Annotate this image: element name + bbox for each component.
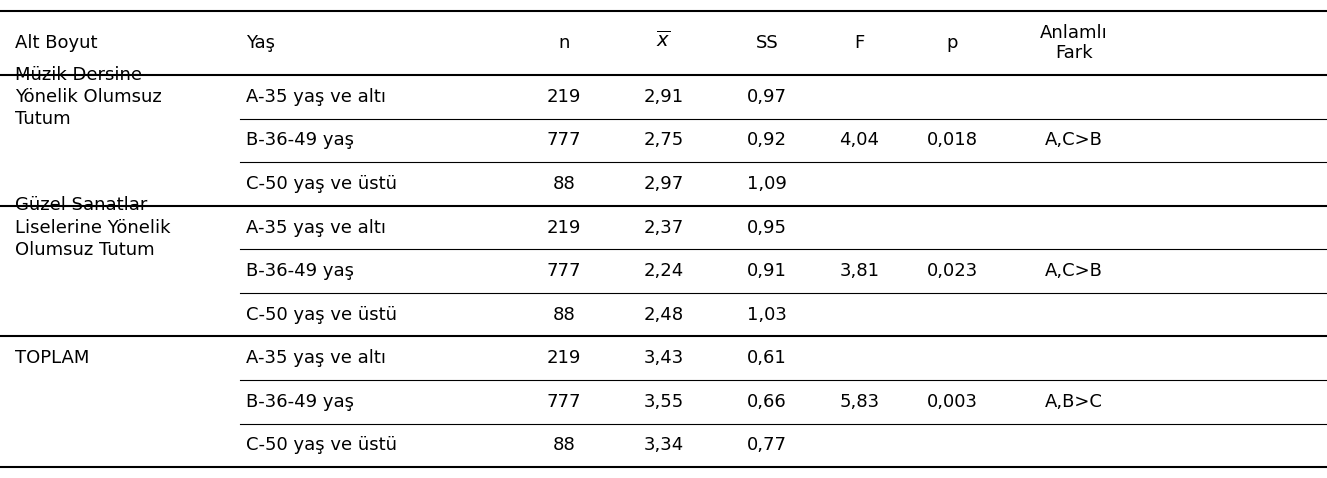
Text: 2,48: 2,48 <box>644 305 683 324</box>
Text: 0,95: 0,95 <box>747 218 787 237</box>
Text: Anlamlı
Fark: Anlamlı Fark <box>1040 23 1108 62</box>
Text: B-36-49 yaş: B-36-49 yaş <box>247 393 354 411</box>
Text: A,C>B: A,C>B <box>1046 262 1103 280</box>
Text: C-50 yaş ve üstü: C-50 yaş ve üstü <box>247 436 397 454</box>
Text: 0,92: 0,92 <box>747 131 787 150</box>
Text: 2,91: 2,91 <box>644 88 683 106</box>
Text: 0,91: 0,91 <box>747 262 787 280</box>
Text: 0,66: 0,66 <box>747 393 787 411</box>
Text: 5,83: 5,83 <box>840 393 880 411</box>
Text: 88: 88 <box>553 436 576 454</box>
Text: 1,09: 1,09 <box>747 175 787 193</box>
Text: 3,34: 3,34 <box>644 436 683 454</box>
Text: A,C>B: A,C>B <box>1046 131 1103 150</box>
Text: 0,97: 0,97 <box>747 88 787 106</box>
Text: A-35 yaş ve altı: A-35 yaş ve altı <box>247 349 386 367</box>
Text: 2,24: 2,24 <box>644 262 683 280</box>
Text: SS: SS <box>755 34 778 52</box>
Text: 3,81: 3,81 <box>840 262 880 280</box>
Text: p: p <box>946 34 958 52</box>
Text: C-50 yaş ve üstü: C-50 yaş ve üstü <box>247 175 397 193</box>
Text: 0,77: 0,77 <box>747 436 787 454</box>
Text: 0,018: 0,018 <box>926 131 978 150</box>
Text: 777: 777 <box>547 393 581 411</box>
Text: Yaş: Yaş <box>247 34 276 52</box>
Text: F: F <box>855 34 865 52</box>
Text: Güzel Sanatlar
Liselerine Yönelik
Olumsuz Tutum: Güzel Sanatlar Liselerine Yönelik Olumsu… <box>15 196 170 259</box>
Text: 0,023: 0,023 <box>926 262 978 280</box>
Text: C-50 yaş ve üstü: C-50 yaş ve üstü <box>247 305 397 324</box>
Text: 2,97: 2,97 <box>644 175 683 193</box>
Text: 219: 219 <box>547 349 581 367</box>
Text: TOPLAM: TOPLAM <box>15 349 89 367</box>
Text: A-35 yaş ve altı: A-35 yaş ve altı <box>247 218 386 237</box>
Text: 3,55: 3,55 <box>644 393 683 411</box>
Text: n: n <box>559 34 569 52</box>
Text: 3,43: 3,43 <box>644 349 683 367</box>
Text: 2,75: 2,75 <box>644 131 683 150</box>
Text: 88: 88 <box>553 305 576 324</box>
Text: 88: 88 <box>553 175 576 193</box>
Text: Müzik Dersine
Yönelik Olumsuz
Tutum: Müzik Dersine Yönelik Olumsuz Tutum <box>15 65 162 128</box>
Text: 219: 219 <box>547 88 581 106</box>
Text: 777: 777 <box>547 131 581 150</box>
Text: 219: 219 <box>547 218 581 237</box>
Text: A-35 yaş ve altı: A-35 yaş ve altı <box>247 88 386 106</box>
Text: 4,04: 4,04 <box>840 131 880 150</box>
Text: B-36-49 yaş: B-36-49 yaş <box>247 262 354 280</box>
Text: 0,003: 0,003 <box>926 393 978 411</box>
Text: 0,61: 0,61 <box>747 349 787 367</box>
Text: Alt Boyut: Alt Boyut <box>15 34 97 52</box>
Text: 777: 777 <box>547 262 581 280</box>
Text: 1,03: 1,03 <box>747 305 787 324</box>
Text: A,B>C: A,B>C <box>1046 393 1103 411</box>
Text: $\overline{x}$: $\overline{x}$ <box>657 30 670 51</box>
Text: B-36-49 yaş: B-36-49 yaş <box>247 131 354 150</box>
Text: 2,37: 2,37 <box>644 218 683 237</box>
